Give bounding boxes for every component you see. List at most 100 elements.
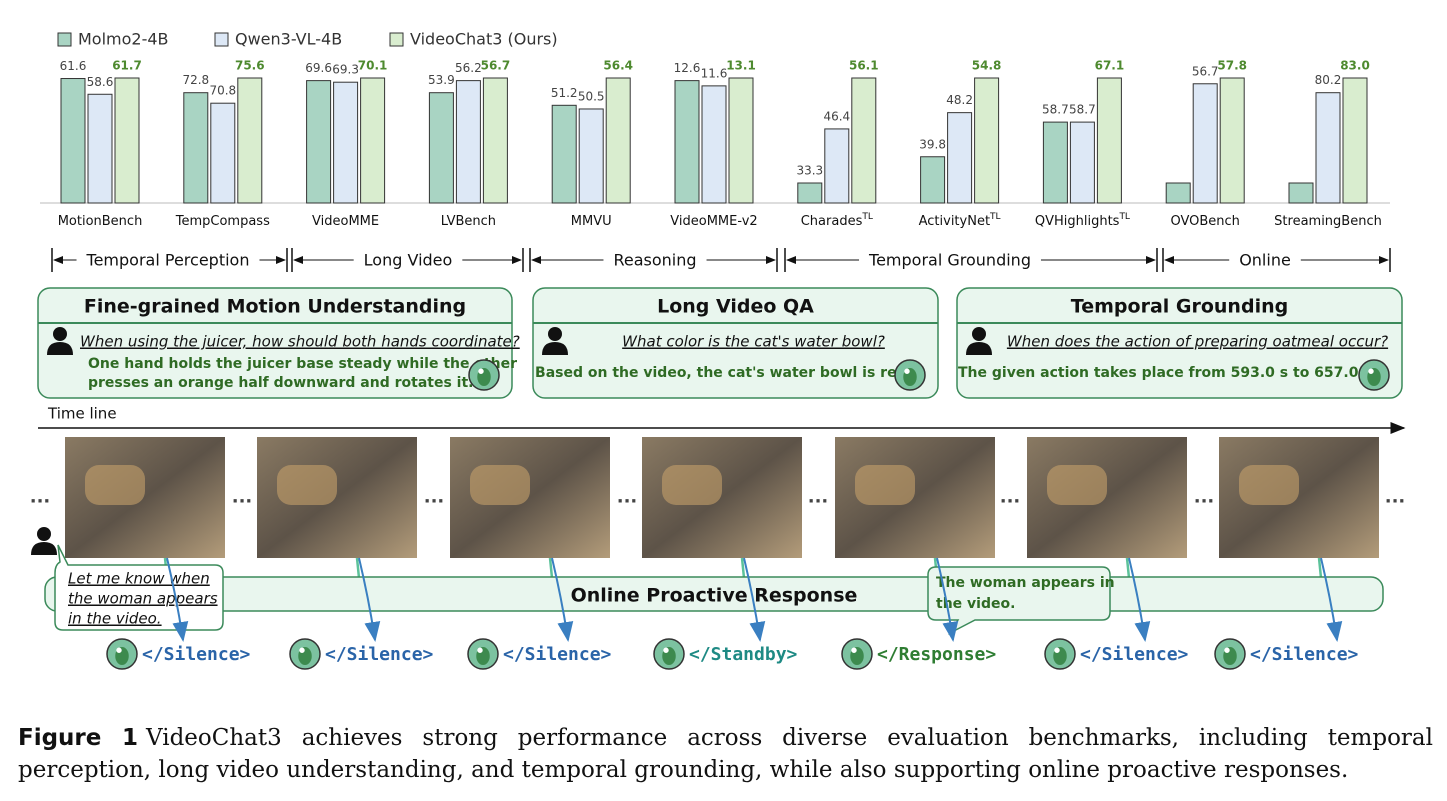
bar [701, 85, 727, 204]
bar [797, 182, 823, 204]
bar [920, 156, 946, 204]
ellipsis: ··· [232, 491, 253, 512]
category-name: LVBench [441, 214, 496, 229]
bot-icon [1368, 368, 1374, 374]
x-tick-label: CharadesTL [801, 212, 873, 229]
legend-label: Qwen3-VL-4B [235, 30, 342, 49]
category-name: OVOBench [1170, 214, 1239, 229]
bar [578, 108, 604, 204]
x-tick-label: MotionBench [58, 214, 143, 229]
legend-label: VideoChat3 (Ours) [410, 30, 558, 49]
category-name: MotionBench [58, 214, 143, 229]
user-icon [548, 327, 562, 341]
bar [1342, 77, 1368, 204]
bar [551, 104, 577, 204]
task-answer: One hand holds the juicer base steady wh… [88, 356, 517, 372]
value-label: 61.7 [112, 59, 142, 73]
ellipsis: ··· [1000, 491, 1021, 512]
response-arrow [166, 557, 189, 642]
prompt-text: Let me know when [68, 570, 210, 588]
connector [548, 557, 554, 579]
frame-detail [470, 465, 530, 505]
group-label: Reasoning [613, 251, 696, 270]
user-icon [972, 327, 986, 341]
connector [355, 557, 361, 579]
banner-text: Online Proactive Response [571, 585, 858, 607]
category-name: StreamingBench [1274, 214, 1382, 229]
bar [824, 128, 850, 204]
value-label: 58.7 [1069, 103, 1096, 117]
category-superscript: TL [989, 212, 1001, 222]
category-name: VideoMME [312, 214, 379, 229]
response-token: </Silence> [325, 644, 434, 665]
value-label: 56.2 [455, 61, 482, 75]
bar [482, 77, 508, 204]
value-label: 80.2 [1315, 73, 1342, 87]
value-label: 39.8 [919, 137, 946, 151]
task-question: When using the juicer, how should both h… [80, 333, 520, 351]
value-label: 70.1 [358, 59, 388, 73]
value-label: 56.7 [481, 59, 511, 73]
task-card [956, 287, 1403, 399]
category-superscript: TL [1118, 212, 1130, 222]
response-arrow [551, 557, 574, 642]
value-label: 67.1 [1095, 59, 1125, 73]
value-label: 53.9 [428, 73, 455, 87]
value-label: 69.6 [305, 61, 332, 75]
bot-icon [904, 368, 910, 374]
group-label: Online [1239, 251, 1291, 270]
ellipsis: ··· [617, 491, 638, 512]
task-question: What color is the cat's water bowl? [622, 333, 885, 351]
task-title: Fine-grained Motion Understanding [84, 296, 466, 318]
value-label: 11.6 [701, 66, 728, 80]
task-title: Temporal Grounding [1071, 296, 1288, 318]
legend-swatch [214, 32, 229, 47]
task-title: Long Video QA [657, 296, 814, 318]
frame-detail [855, 465, 915, 505]
connector [740, 557, 746, 579]
bot-icon [299, 647, 305, 653]
response-token: </Silence> [1080, 644, 1189, 665]
response-arrow [743, 557, 766, 642]
bar [1288, 182, 1314, 204]
response-arrow [936, 557, 959, 642]
value-label: 61.6 [60, 59, 87, 73]
x-tick-label: MMVU [571, 214, 612, 229]
bar [1192, 83, 1218, 204]
bar [1165, 182, 1191, 204]
category-name: VideoMME-v2 [670, 214, 757, 229]
group-label: Temporal Grounding [868, 251, 1031, 270]
frame-detail [662, 465, 722, 505]
caption: Figure 1 VideoChat3 achieves strong perfo… [18, 722, 1433, 786]
prompt-bubble [54, 544, 224, 631]
legend-swatch [389, 32, 404, 47]
ellipsis: ··· [424, 491, 445, 512]
bot-icon [1224, 647, 1230, 653]
value-label: 50.5 [578, 89, 605, 103]
bar [87, 93, 113, 204]
connector [1125, 557, 1131, 579]
bar [728, 77, 754, 204]
bar [605, 77, 631, 204]
reply-text: the video. [936, 596, 1015, 612]
x-tick-label: StreamingBench [1274, 214, 1382, 229]
bar [947, 112, 973, 204]
bar [114, 77, 140, 204]
value-label: 51.2 [551, 86, 578, 100]
value-label: 83.0 [1340, 59, 1370, 73]
response-token: </Response> [877, 644, 996, 665]
bar [1069, 121, 1095, 204]
value-label: 58.6 [87, 75, 114, 89]
user-icon [31, 542, 57, 555]
bar [1096, 77, 1122, 204]
timeline-label: Time line [47, 405, 117, 423]
frame-detail [1239, 465, 1299, 505]
task-answer: The given action takes place from 593.0 … [958, 365, 1377, 381]
x-tick-label: VideoMME-v2 [670, 214, 757, 229]
response-token: </Silence> [142, 644, 251, 665]
bar [974, 77, 1000, 204]
x-tick-label: QVHighlightsTL [1035, 212, 1130, 229]
bar [1219, 77, 1245, 204]
bar [674, 80, 700, 204]
